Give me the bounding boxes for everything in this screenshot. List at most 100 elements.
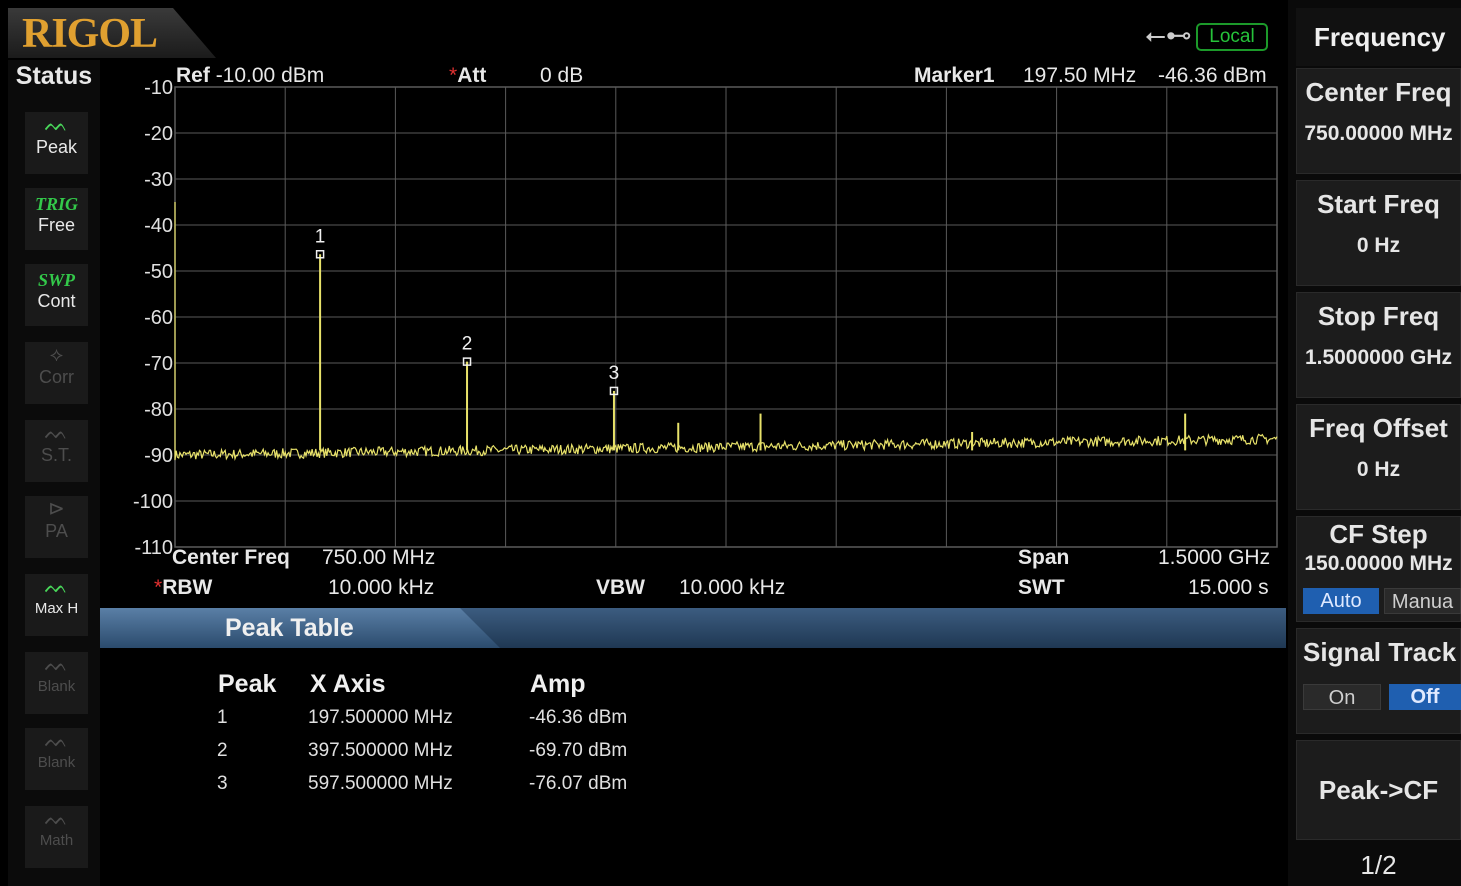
status-title: Status: [15, 62, 93, 90]
cf-step-auto-option[interactable]: Auto: [1303, 588, 1379, 614]
y-tick-label: -30: [144, 169, 173, 191]
att-readout: *Att: [449, 64, 487, 87]
status-trace3[interactable]: ᨓ Blank: [25, 728, 88, 790]
rbw-label: *RBW: [154, 576, 213, 599]
table-cell: -76.07 dBm: [529, 773, 628, 794]
status-label: Free: [37, 215, 75, 235]
trig-tag: TRIG: [34, 194, 78, 214]
table-cell: 197.500000 MHz: [308, 707, 453, 728]
ref-readout: Ref -10.00 dBm: [176, 64, 325, 87]
peak-wave-icon: ᨓ: [44, 114, 69, 136]
y-tick-label: -40: [144, 215, 173, 237]
sweep-tag: SWP: [37, 270, 75, 290]
usb-icon: ⭠⊷: [1145, 20, 1192, 50]
signal-track-softkey[interactable]: Signal Track: [1296, 628, 1461, 734]
table-row: 3: [217, 773, 228, 794]
softkey-value: 0 Hz: [1356, 458, 1401, 481]
col-peak-header: Peak: [218, 670, 277, 698]
status-math[interactable]: ᨓ Math: [25, 806, 88, 868]
menu-page-indicator[interactable]: 1/2: [1360, 850, 1397, 880]
spectrum-trace: [174, 202, 1278, 461]
softkey-label: Stop Freq: [1317, 301, 1440, 331]
peak-table-tab: [100, 608, 500, 648]
table-cell: 597.500000 MHz: [308, 773, 453, 794]
signal-track-off-option[interactable]: Off: [1389, 684, 1461, 710]
vbw-value: 10.000 kHz: [679, 576, 786, 599]
status-label: Cont: [37, 291, 76, 311]
peak-cf-softkey[interactable]: Peak->CF: [1296, 740, 1461, 840]
softkey-label: Peak->CF: [1318, 775, 1439, 805]
st-wave-icon: ᨓ: [44, 422, 69, 444]
table-row: 1: [217, 707, 228, 728]
trace-wave-icon: ᨓ: [44, 576, 69, 598]
swt-label: SWT: [1018, 576, 1065, 599]
status-sweep[interactable]: SWP Cont: [25, 264, 88, 326]
softkey-label: Freq Offset: [1309, 413, 1448, 443]
vbw-label: VBW: [596, 576, 645, 599]
status-trace2[interactable]: ᨓ Blank: [25, 652, 88, 714]
signal-track-on-option[interactable]: On: [1303, 684, 1381, 710]
marker-freq: 197.50 MHz: [1023, 64, 1137, 87]
softkey-label: Start Freq: [1317, 189, 1440, 219]
math-wave-icon: ᨓ: [44, 808, 69, 830]
span-label: Span: [1018, 546, 1070, 569]
marker-square: [609, 386, 619, 396]
table-cell: -46.36 dBm: [529, 707, 628, 728]
table-row: 2: [217, 740, 228, 761]
col-xaxis-header: X Axis: [310, 670, 386, 698]
status-trig[interactable]: TRIG Free: [25, 188, 88, 250]
trace-wave-icon: ᨓ: [44, 730, 69, 752]
remote-status-badge: Local: [1196, 23, 1268, 51]
spectrum-plot[interactable]: -10 -20 -30 -40 -50 -60 -70 -80 -90 -100 -110 1 2 3: [100, 60, 1286, 608]
pa-icon: ⊳: [48, 498, 65, 520]
status-label: Blank: [37, 678, 76, 695]
y-tick-label: -10: [144, 77, 173, 99]
marker-square: [315, 250, 325, 259]
y-tick-label: -70: [144, 353, 173, 375]
status-label: S.T.: [40, 445, 72, 465]
peak-table-title: Peak Table: [225, 614, 354, 642]
status-label: Max H: [34, 600, 79, 617]
status-label: Blank: [37, 754, 76, 771]
marker-label: 1: [315, 226, 326, 247]
corr-icon: ⟡: [49, 344, 64, 366]
softkey-label: Signal Track: [1303, 637, 1457, 667]
softkey-label: Center Freq: [1305, 77, 1452, 107]
center-freq-softkey[interactable]: Center Freq 750.00000 MHz: [1296, 68, 1461, 174]
y-tick-label: -50: [144, 261, 173, 283]
center-freq-value: 750.00 MHz: [322, 546, 436, 569]
softkey-label: CF Step: [1329, 519, 1428, 549]
softkey-value: 750.00000 MHz: [1304, 122, 1453, 145]
status-label: Corr: [39, 367, 74, 387]
rbw-value: 10.000 kHz: [328, 576, 435, 599]
status-pa[interactable]: ⊳ PA: [25, 496, 88, 558]
stop-freq-softkey[interactable]: Stop Freq 1.5000000 GHz: [1296, 292, 1461, 398]
top-bar: [8, 8, 1286, 60]
status-peak[interactable]: ᨓ Peak: [25, 112, 88, 174]
status-st[interactable]: ᨓ S.T.: [25, 420, 88, 482]
y-tick-label: -90: [144, 445, 173, 467]
status-label: Peak: [35, 137, 78, 157]
marker-readout: Marker1: [914, 64, 995, 87]
att-uncoupled-mark: *: [449, 64, 458, 87]
y-tick-label: -100: [133, 491, 173, 513]
logo-text: RIGOL: [22, 11, 158, 57]
softkey-value: 150.00000 MHz: [1304, 552, 1453, 575]
status-label: PA: [45, 521, 68, 541]
status-corr[interactable]: ⟡ Corr: [25, 342, 88, 404]
center-freq-label: Center Freq: [172, 546, 290, 569]
cf-step-manual-option[interactable]: Manua: [1384, 588, 1461, 614]
att-value: 0 dB: [540, 64, 584, 87]
swt-value: 15.000 s: [1188, 576, 1269, 599]
marker-amp: -46.36 dBm: [1158, 64, 1267, 87]
start-freq-softkey[interactable]: Start Freq 0 Hz: [1296, 180, 1461, 286]
marker-square: [462, 357, 472, 366]
y-tick-label: -110: [134, 537, 173, 559]
trace-wave-icon: ᨓ: [44, 654, 69, 676]
softkey-value: 1.5000000 GHz: [1304, 346, 1453, 369]
freq-offset-softkey[interactable]: Freq Offset 0 Hz: [1296, 404, 1461, 510]
softkey-value: 0 Hz: [1356, 234, 1401, 257]
y-tick-label: -20: [144, 123, 173, 145]
status-trace1[interactable]: ᨓ Max H: [25, 574, 88, 636]
table-cell: -69.70 dBm: [529, 740, 628, 761]
